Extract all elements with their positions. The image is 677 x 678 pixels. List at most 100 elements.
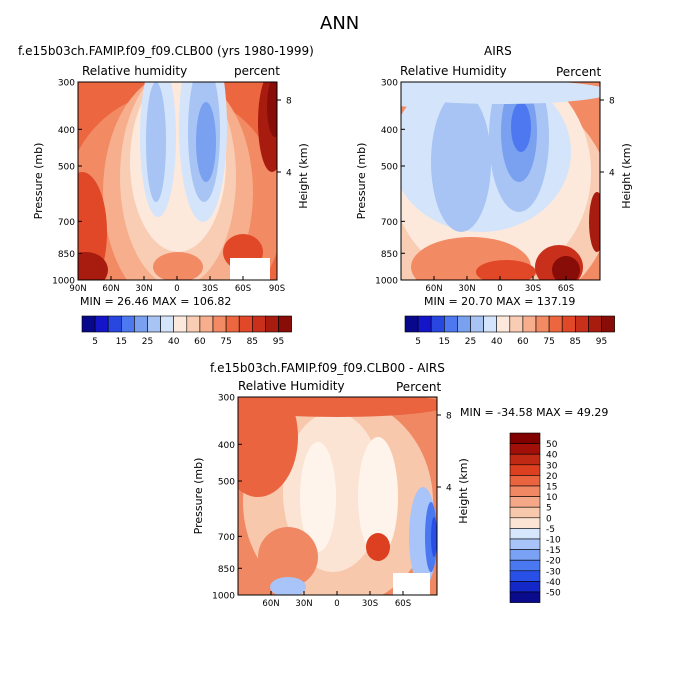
diff-ylabel-right: Height (km) bbox=[457, 458, 470, 524]
diff-contour bbox=[238, 397, 437, 417]
diff-xtick-label: 0 bbox=[334, 599, 339, 609]
obs-title: AIRS bbox=[484, 44, 512, 58]
model-colorbar-swatch bbox=[278, 315, 292, 333]
model-ytick-label: 500 bbox=[58, 163, 75, 173]
obs-colorbar-label: 15 bbox=[439, 337, 450, 347]
diff-ytick-label: 300 bbox=[218, 394, 235, 404]
obs-ytick-label: 850 bbox=[381, 250, 398, 260]
model-colorbar-label: 40 bbox=[168, 337, 180, 347]
model-y2tick-label: 4 bbox=[286, 169, 292, 179]
model-xtick-label: 60S bbox=[235, 284, 251, 294]
model-field bbox=[78, 82, 277, 280]
obs-contour bbox=[431, 92, 491, 232]
model-colorbar-label: 15 bbox=[116, 337, 127, 347]
obs-field bbox=[401, 82, 600, 280]
diff-colorbar-swatch bbox=[509, 432, 541, 444]
diff-colorbar-label: -10 bbox=[546, 536, 561, 546]
diff-ylabel: Pressure (mb) bbox=[192, 458, 205, 535]
model-colorbar-swatch bbox=[186, 315, 201, 333]
model-xtick-label: 0 bbox=[174, 284, 179, 294]
obs-colorbar-label: 25 bbox=[465, 337, 476, 347]
model-colorbar-swatch bbox=[94, 315, 109, 333]
obs-colorbar-swatch bbox=[561, 315, 576, 333]
diff-colorbar-label: -50 bbox=[546, 589, 561, 599]
obs-colorbar-swatch bbox=[522, 315, 537, 333]
model-xtick-label: 60N bbox=[102, 284, 119, 294]
model-ytick-label: 400 bbox=[58, 126, 75, 136]
obs-colorbar-swatch bbox=[588, 315, 602, 333]
diff-right-label: Percent bbox=[396, 380, 442, 394]
diff-contour bbox=[238, 397, 298, 497]
diff-colorbar-label: 15 bbox=[546, 483, 557, 493]
obs-ytick-label: 1000 bbox=[375, 277, 398, 287]
model-xtick-label: 90N bbox=[69, 284, 86, 294]
obs-ytick-label: 400 bbox=[381, 126, 398, 136]
diff-xtick-label: 60S bbox=[395, 599, 411, 609]
obs-colorbar-swatch bbox=[574, 315, 589, 333]
obs-right-label: Percent bbox=[556, 65, 602, 79]
model-colorbar-label: 95 bbox=[273, 337, 284, 347]
obs-stats: MIN = 20.70 MAX = 137.19 bbox=[424, 295, 576, 308]
model-colorbar-swatch bbox=[212, 315, 227, 333]
obs-colorbar-label: 60 bbox=[517, 337, 529, 347]
diff-contour bbox=[358, 437, 398, 557]
obs-colorbar-swatch bbox=[443, 315, 458, 333]
diff-ytick-label: 850 bbox=[218, 565, 235, 575]
model-xtick-label: 30S bbox=[202, 284, 218, 294]
model-ylabel: Pressure (mb) bbox=[32, 143, 45, 220]
diff-missing bbox=[393, 573, 430, 595]
diff-colorbar-swatch bbox=[509, 591, 541, 603]
diff-contour bbox=[300, 442, 336, 552]
diff-colorbar-label: 40 bbox=[546, 451, 558, 461]
obs-colorbar-swatch bbox=[601, 315, 615, 333]
model-colorbar-swatch bbox=[121, 315, 135, 333]
diff-colorbar-label: 50 bbox=[546, 440, 558, 450]
model-contour bbox=[267, 82, 277, 137]
obs-ylabel-right: Height (km) bbox=[620, 143, 633, 209]
obs-xtick-label: 30N bbox=[458, 284, 475, 294]
diff-colorbar-swatch bbox=[509, 453, 541, 466]
obs-contour bbox=[589, 192, 600, 252]
obs-colorbar-swatch bbox=[457, 315, 471, 333]
model-colorbar-swatch bbox=[199, 315, 214, 333]
diff-colorbar-swatch bbox=[509, 528, 541, 540]
obs-contour bbox=[401, 82, 600, 104]
diff-colorbar-swatch bbox=[509, 570, 541, 582]
model-colorbar-swatch bbox=[134, 315, 148, 333]
diff-colorbar-label: -5 bbox=[546, 525, 555, 535]
obs-colorbar-swatch bbox=[496, 315, 511, 333]
model-colorbar-swatch bbox=[81, 315, 96, 333]
obs-left-label: Relative Humidity bbox=[400, 64, 507, 78]
obs-xtick-label: 60N bbox=[425, 284, 442, 294]
diff-contour bbox=[258, 527, 318, 587]
diff-colorbar-swatch bbox=[509, 549, 541, 561]
diff-field bbox=[238, 397, 437, 595]
obs-colorbar-swatch bbox=[548, 315, 563, 333]
diff-y2tick-label: 8 bbox=[446, 412, 452, 422]
obs-contour bbox=[476, 260, 536, 280]
model-colorbar-label: 60 bbox=[194, 337, 206, 347]
diff-colorbar-swatch bbox=[509, 581, 541, 593]
obs-y2tick-label: 8 bbox=[609, 97, 615, 107]
diff-colorbar-label: 0 bbox=[546, 514, 552, 524]
diff-colorbar-label: -15 bbox=[546, 546, 561, 556]
obs-xtick-label: 30S bbox=[525, 284, 541, 294]
diff-colorbar-label: 20 bbox=[546, 472, 558, 482]
model-colorbar-swatch bbox=[160, 315, 175, 333]
diff-colorbar-swatch bbox=[509, 517, 541, 529]
obs-ytick-label: 500 bbox=[381, 163, 398, 173]
model-xtick-label: 90S bbox=[269, 284, 285, 294]
diff-ytick-label: 500 bbox=[218, 478, 235, 488]
diff-colorbar-swatch bbox=[509, 538, 541, 550]
model-colorbar-label: 5 bbox=[92, 337, 98, 347]
model-colorbar-swatch bbox=[107, 315, 122, 333]
obs-colorbar-label: 75 bbox=[543, 337, 554, 347]
diff-ytick-label: 1000 bbox=[212, 592, 235, 602]
diff-xtick-label: 30S bbox=[362, 599, 378, 609]
diff-ytick-label: 700 bbox=[218, 533, 235, 543]
obs-colorbar-swatch bbox=[430, 315, 445, 333]
obs-colorbar-swatch bbox=[417, 315, 432, 333]
diff-colorbar-label: -20 bbox=[546, 557, 561, 567]
diff-contour bbox=[431, 517, 437, 557]
